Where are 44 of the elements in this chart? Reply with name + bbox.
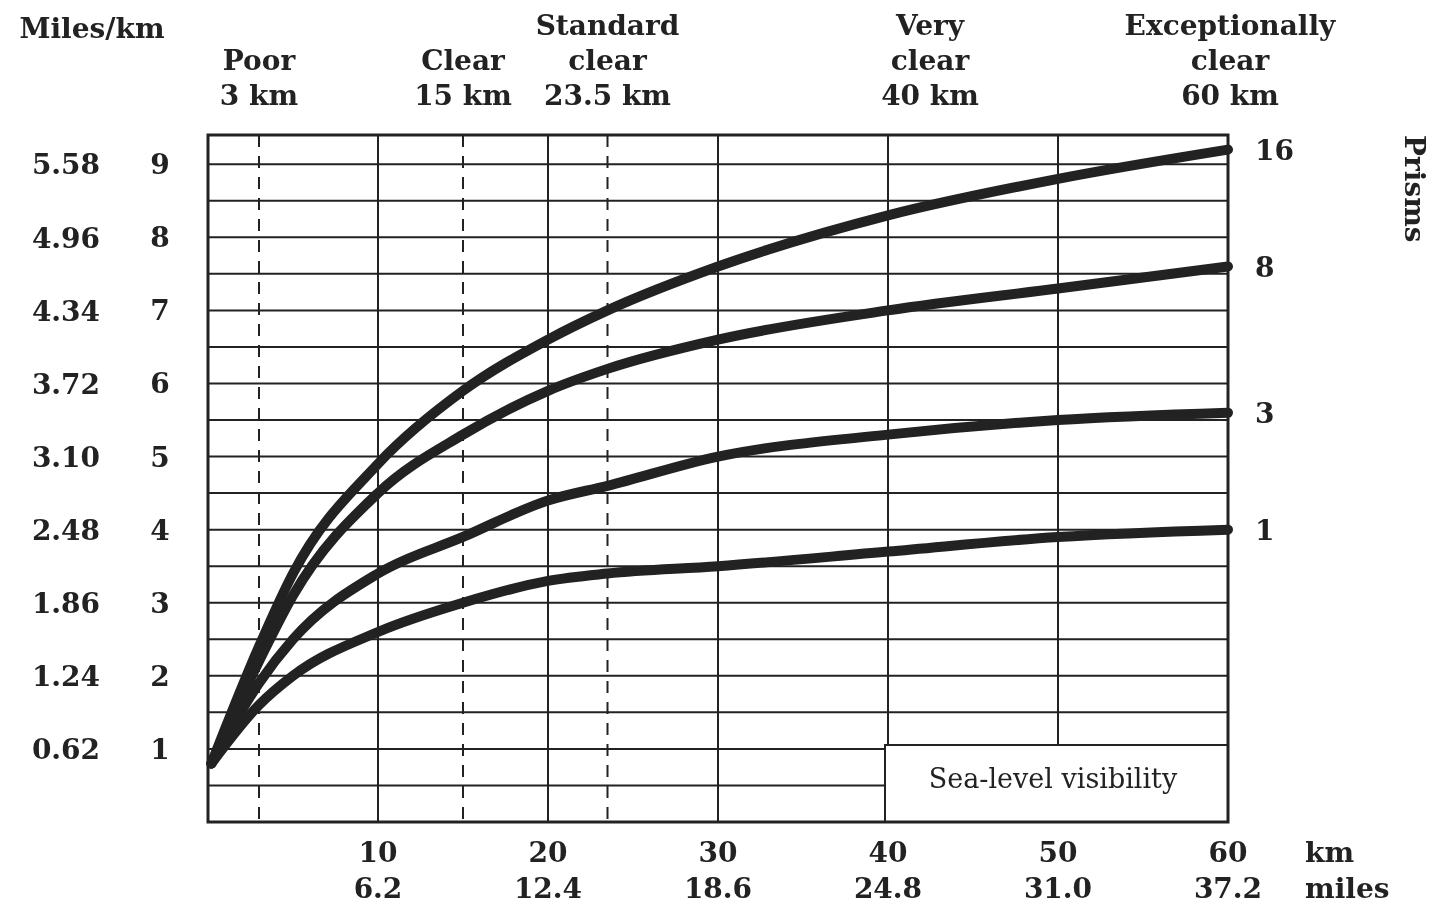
y2-tick-label: 5.58 — [31, 148, 101, 182]
y-tick-label: 3 — [150, 586, 170, 620]
legend-title: Prisms — [1398, 135, 1431, 243]
text: Exceptionally clear 60 km — [1124, 9, 1337, 112]
y-tick-label: 2 — [150, 659, 170, 693]
x-tick-label: 50 — [1038, 836, 1078, 869]
y-tick-label: 9 — [150, 148, 170, 182]
x2-tick-label: 6.2 — [353, 872, 403, 905]
y2-tick-label: 3.72 — [31, 367, 101, 401]
x2-axis-title: miles — [1305, 872, 1390, 905]
y2-tick-label: 1.86 — [31, 586, 101, 620]
y2-tick-label: 4.34 — [31, 294, 101, 328]
y2-tick-label: 4.96 — [31, 221, 101, 255]
ref-line-label: Poor 3 km — [219, 44, 299, 112]
x-tick-label: 60 — [1208, 836, 1248, 869]
x2-tick-label: 18.6 — [683, 872, 753, 905]
x2-tick-label: 37.2 — [1193, 872, 1263, 905]
ref-line-label: Clear 15 km — [414, 44, 512, 112]
series-label: 8 — [1255, 250, 1275, 284]
x2-tick-label: 31.0 — [1023, 872, 1093, 905]
y-tick-label: 7 — [150, 294, 170, 328]
y2-tick-label: 2.48 — [31, 513, 101, 547]
text: Very clear 40 km — [881, 9, 979, 112]
y-tick-label: 8 — [150, 221, 170, 255]
x2-tick-label: 12.4 — [513, 872, 583, 905]
ref-line-label: Standard clear 23.5 km — [535, 9, 680, 112]
x-tick-label: 20 — [528, 836, 568, 869]
series-label: 3 — [1255, 396, 1275, 430]
x-tick-label: 40 — [868, 836, 908, 869]
x-axis-title: km — [1305, 836, 1355, 869]
annotation: Sea-level visibility — [928, 763, 1178, 794]
x-tick-label: 10 — [358, 836, 398, 869]
text: Miles/km — [19, 12, 165, 45]
y2-tick-label: 1.24 — [31, 659, 101, 693]
y-tick-label: 1 — [150, 732, 170, 766]
y2-tick-label: 0.62 — [31, 732, 101, 766]
x-tick-label: 30 — [698, 836, 738, 869]
y-tick-label: 5 — [150, 440, 170, 474]
y-tick-label: 6 — [150, 367, 170, 401]
series-label: 16 — [1255, 133, 1294, 167]
y-tick-label: 4 — [150, 513, 170, 547]
x2-tick-label: 24.8 — [853, 872, 923, 905]
y2-tick-label: 3.10 — [31, 440, 101, 474]
series-label: 1 — [1255, 513, 1275, 547]
